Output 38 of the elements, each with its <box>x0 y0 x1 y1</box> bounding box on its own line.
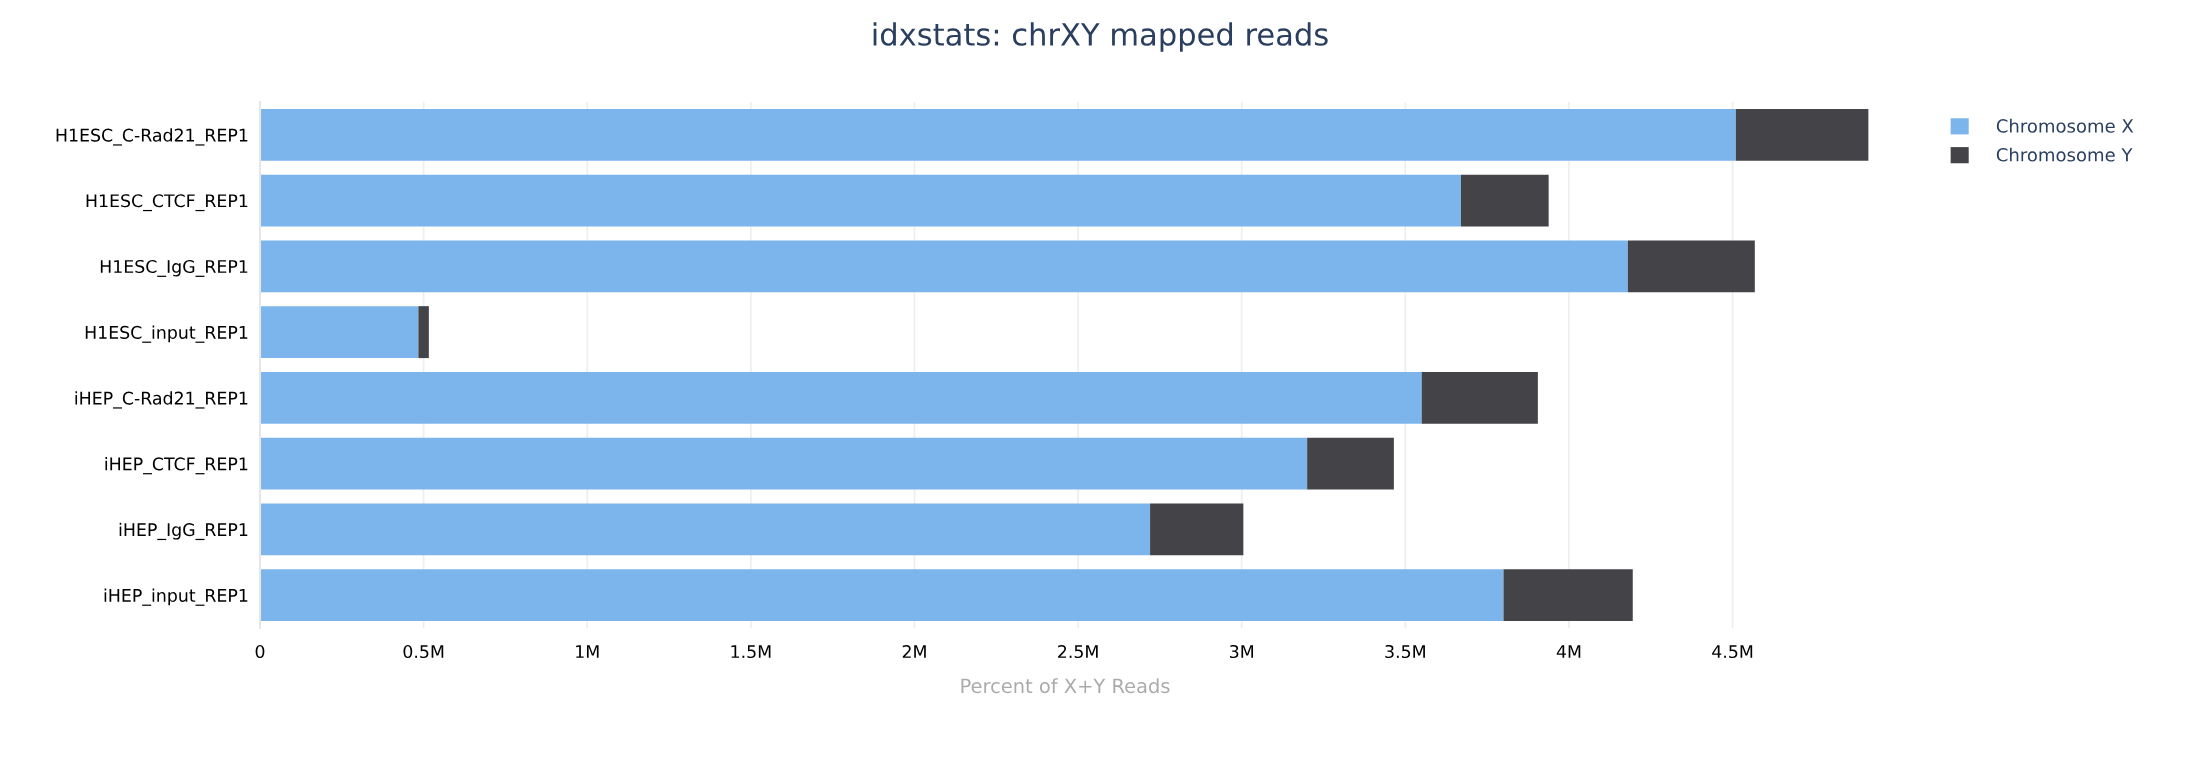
x-tick-label: 2.5M <box>1058 644 1098 659</box>
bar <box>260 240 1628 293</box>
bar <box>1503 569 1633 622</box>
bar <box>418 306 429 359</box>
bar <box>1150 503 1244 556</box>
x-tick-label: 1.5M <box>731 645 771 659</box>
legend-label: Chromosome X <box>1996 118 2134 133</box>
bar <box>260 306 419 359</box>
x-tick-label: 3.5M <box>1385 644 1425 659</box>
y-tick-label: iHEP_CTCF_REP1 <box>105 457 248 475</box>
y-tick-label: iHEP_input_REP1 <box>104 588 248 606</box>
y-tick-label: H1ESC_IgG_REP1 <box>100 259 248 277</box>
bar <box>1460 174 1549 227</box>
x-tick-label: 0 <box>255 644 265 659</box>
bar <box>260 437 1308 490</box>
y-tick-label: H1ESC_input_REP1 <box>85 325 248 343</box>
bar <box>1735 108 1869 161</box>
x-tick-label: 0.5M <box>403 644 444 659</box>
y-tick-label: H1ESC_C-Rad21_REP1 <box>56 128 248 146</box>
chart-title: idxstats: chrXY mapped reads <box>873 22 1328 52</box>
y-tick-label: iHEP_C-Rad21_REP1 <box>75 391 248 409</box>
y-tick-label: iHEP_IgG_REP1 <box>119 522 248 541</box>
bar <box>1421 371 1538 424</box>
x-tick-label: 1M <box>576 645 599 658</box>
bar <box>260 108 1736 161</box>
legend-label: Chromosome Y <box>1996 147 2133 162</box>
x-tick-label: 2M <box>902 644 926 658</box>
bar <box>260 174 1461 227</box>
bar <box>260 371 1422 424</box>
bar <box>260 503 1151 556</box>
x-tick-label: 3M <box>1230 644 1254 659</box>
y-tick-label: H1ESC_CTCF_REP1 <box>86 194 248 212</box>
x-tick-label: 4.5M <box>1712 645 1753 659</box>
bar <box>1627 240 1755 293</box>
x-tick-label: 4M <box>1556 645 1581 658</box>
x-axis-title: Percent of X+Y Reads <box>961 678 1170 694</box>
bar <box>260 569 1504 622</box>
bar <box>1307 437 1394 490</box>
